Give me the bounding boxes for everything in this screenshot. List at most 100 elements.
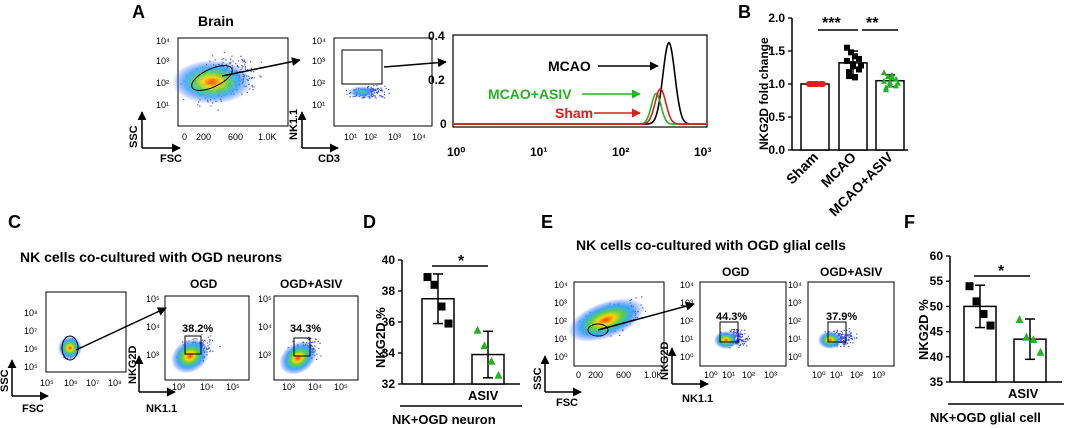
data-point xyxy=(856,66,862,73)
event-dot xyxy=(235,63,237,65)
event-dot xyxy=(842,333,844,336)
event-dot xyxy=(314,345,316,347)
event-dot xyxy=(315,339,317,341)
event-dot xyxy=(381,96,383,98)
data-point xyxy=(430,280,439,289)
event-dot xyxy=(849,335,851,337)
axis-label-y: NKG2D % xyxy=(373,307,388,368)
event-dot xyxy=(843,330,845,332)
event-dot xyxy=(373,95,375,97)
tick: 0.4 xyxy=(428,29,445,43)
data-point xyxy=(480,341,489,350)
panel-label-a: A xyxy=(132,2,145,22)
event-dot xyxy=(846,333,848,335)
event-dot xyxy=(738,333,740,335)
event-dot xyxy=(207,336,209,338)
event-dot xyxy=(376,91,378,93)
event-dot xyxy=(641,296,643,298)
event-dot xyxy=(635,297,637,299)
event-dot xyxy=(292,340,294,343)
tick: 10¹ xyxy=(530,145,547,159)
event-dot xyxy=(318,347,320,349)
data-point xyxy=(844,44,850,51)
y-tick-label: 2.0 xyxy=(768,11,785,25)
tick: 1.0K xyxy=(258,132,277,142)
event-dot xyxy=(747,339,749,341)
tick: 10⁵ xyxy=(40,378,54,388)
tick: 10⁴ xyxy=(146,322,160,332)
event-dot xyxy=(741,339,743,341)
event-dot xyxy=(244,61,247,63)
axis-label-fsc: FSC xyxy=(22,403,44,415)
event-dot xyxy=(840,330,842,332)
event-dot xyxy=(374,96,376,98)
event-dot xyxy=(740,336,742,338)
data-point xyxy=(986,321,995,330)
event-dot xyxy=(377,87,379,90)
label-ogd: OGD xyxy=(722,265,750,279)
event-dot xyxy=(199,105,201,107)
event-dot xyxy=(852,342,854,344)
event-dot xyxy=(376,87,379,90)
tick: 600 xyxy=(616,370,631,380)
event-dot xyxy=(316,353,318,355)
event-dot xyxy=(250,70,252,73)
event-dot xyxy=(847,345,850,348)
event-dot xyxy=(744,333,746,335)
event-dot xyxy=(847,338,849,340)
event-dot xyxy=(375,89,377,92)
event-dot xyxy=(735,332,737,334)
event-dot xyxy=(252,88,254,91)
event-dot xyxy=(843,336,845,338)
event-dot xyxy=(740,340,743,342)
data-point xyxy=(881,77,887,84)
event-dot xyxy=(237,60,240,62)
event-dot xyxy=(361,97,363,99)
event-dot xyxy=(846,329,848,331)
tick: 10⁵ xyxy=(24,362,38,372)
event-dot xyxy=(317,340,319,343)
event-dot xyxy=(207,345,209,347)
event-dot xyxy=(232,60,234,62)
event-dot xyxy=(310,337,312,339)
event-dot xyxy=(208,347,210,349)
bar-0 xyxy=(800,83,830,151)
axis-label-fsc: FSC xyxy=(160,153,182,165)
event-dot xyxy=(845,343,847,345)
data-point xyxy=(856,55,862,62)
event-dot xyxy=(733,329,735,331)
tick: 10⁴ xyxy=(258,322,272,332)
tick: 10⁶ xyxy=(64,378,78,388)
y-tick-label: 45 xyxy=(930,325,944,339)
data-point xyxy=(883,86,889,93)
event-dot xyxy=(848,333,850,335)
event-dot xyxy=(244,63,246,65)
axis-label-ssc: SSC xyxy=(0,369,11,392)
event-dot xyxy=(836,329,838,332)
sig-marker: * xyxy=(998,263,1005,280)
data-point xyxy=(881,69,887,76)
event-dot xyxy=(314,338,316,340)
axis-label-cd3: CD3 xyxy=(318,153,340,165)
event-dot xyxy=(377,90,379,92)
event-dot xyxy=(739,334,741,336)
panel-c-title: NK cells co-cultured with OGD neurons xyxy=(20,249,282,265)
event-dot xyxy=(738,339,740,341)
event-dot xyxy=(851,337,853,340)
panel-a-title: Brain xyxy=(198,13,234,29)
panel-label-d: D xyxy=(363,212,376,232)
tick: 10² xyxy=(850,370,863,380)
panel-a-histogram: 0.4 0.2 0 10⁰ 10¹ 10² 10³ MCAO MCAO+ASIV… xyxy=(428,29,711,159)
event-dot xyxy=(843,345,845,347)
event-dot xyxy=(380,95,382,97)
event-dot xyxy=(746,345,748,347)
event-dot xyxy=(310,342,313,344)
tick: 1.0K xyxy=(644,370,663,380)
percent-ogd: 38.2% xyxy=(182,323,213,335)
tick: 10³ xyxy=(554,298,567,308)
event-dot xyxy=(212,55,214,57)
tick: 10⁷ xyxy=(24,326,37,336)
panel-f-bar-chart: NKG2D % * ASIV NK+OGD glial cell 60 55 50 4… xyxy=(916,249,1064,425)
event-dot xyxy=(742,340,744,342)
tick: 10² xyxy=(364,132,377,142)
